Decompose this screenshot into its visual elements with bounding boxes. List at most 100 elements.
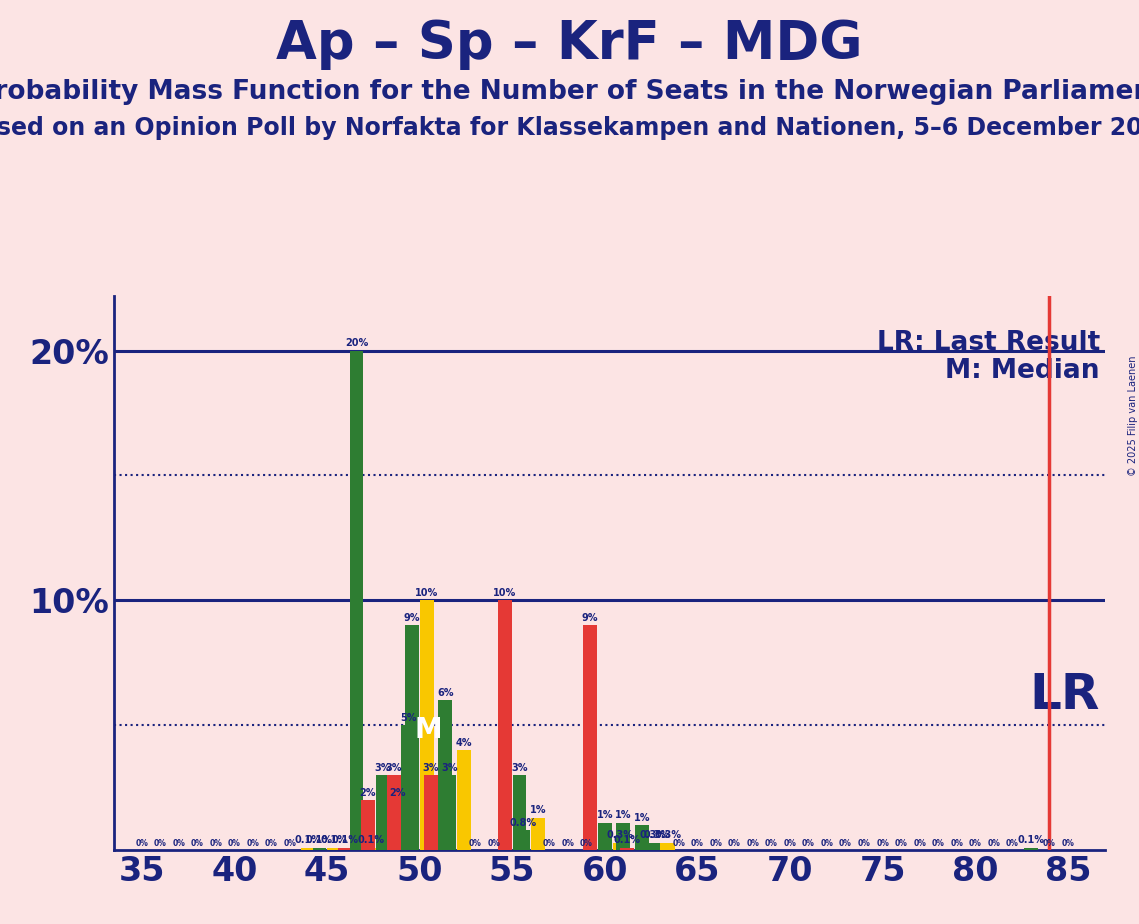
Text: 0%: 0% xyxy=(969,839,982,847)
Text: 2%: 2% xyxy=(390,787,405,797)
Text: 0.1%: 0.1% xyxy=(358,835,385,845)
Bar xyxy=(327,847,342,850)
Text: 0%: 0% xyxy=(562,839,574,847)
Text: 0%: 0% xyxy=(876,839,890,847)
Bar xyxy=(376,775,390,850)
Text: 0.1%: 0.1% xyxy=(1017,835,1044,845)
Text: 0%: 0% xyxy=(784,839,796,847)
Text: 4%: 4% xyxy=(456,737,473,748)
Text: 0%: 0% xyxy=(1006,839,1018,847)
Bar xyxy=(350,350,363,850)
Bar xyxy=(312,847,327,850)
Text: 10%: 10% xyxy=(416,588,439,598)
Text: 0%: 0% xyxy=(210,839,222,847)
Text: 0%: 0% xyxy=(580,839,592,847)
Text: 5%: 5% xyxy=(400,712,417,723)
Bar xyxy=(361,800,375,850)
Bar xyxy=(661,843,674,850)
Text: 0%: 0% xyxy=(839,839,852,847)
Text: 9%: 9% xyxy=(404,613,420,623)
Text: Ap – Sp – KrF – MDG: Ap – Sp – KrF – MDG xyxy=(277,18,862,70)
Bar xyxy=(649,843,664,850)
Text: 0%: 0% xyxy=(542,839,556,847)
Bar xyxy=(405,626,419,850)
Bar xyxy=(391,800,404,850)
Bar xyxy=(386,775,401,850)
Text: 0%: 0% xyxy=(932,839,944,847)
Bar xyxy=(401,725,416,850)
Text: 0%: 0% xyxy=(672,839,686,847)
Text: 0%: 0% xyxy=(265,839,278,847)
Bar xyxy=(420,601,434,850)
Text: 0%: 0% xyxy=(858,839,870,847)
Bar xyxy=(646,843,659,850)
Text: 0%: 0% xyxy=(988,839,1000,847)
Text: 1%: 1% xyxy=(633,812,650,822)
Text: 3%: 3% xyxy=(385,762,402,772)
Text: 0%: 0% xyxy=(172,839,186,847)
Bar xyxy=(338,847,352,850)
Text: 0%: 0% xyxy=(728,839,740,847)
Text: 0%: 0% xyxy=(950,839,964,847)
Bar xyxy=(424,775,437,850)
Text: 10%: 10% xyxy=(493,588,516,598)
Text: M: Median: M: Median xyxy=(945,358,1100,383)
Bar xyxy=(634,825,649,850)
Text: 0.1%: 0.1% xyxy=(614,835,640,845)
Bar xyxy=(598,822,612,850)
Text: 0.3%: 0.3% xyxy=(606,830,633,840)
Text: 0%: 0% xyxy=(191,839,204,847)
Text: 3%: 3% xyxy=(441,762,458,772)
Bar xyxy=(616,822,630,850)
Text: 20%: 20% xyxy=(345,338,368,348)
Text: 0%: 0% xyxy=(691,839,704,847)
Text: 3%: 3% xyxy=(423,762,439,772)
Text: 0%: 0% xyxy=(710,839,722,847)
Text: 1%: 1% xyxy=(530,805,547,815)
Text: 3%: 3% xyxy=(375,762,391,772)
Text: 0%: 0% xyxy=(487,839,500,847)
Text: 0.3%: 0.3% xyxy=(644,830,670,840)
Text: 0%: 0% xyxy=(154,839,166,847)
Text: Based on an Opinion Poll by Norfakta for Klassekampen and Nationen, 5–6 December: Based on an Opinion Poll by Norfakta for… xyxy=(0,116,1139,140)
Bar xyxy=(442,775,456,850)
Bar xyxy=(457,750,470,850)
Text: 0%: 0% xyxy=(802,839,814,847)
Bar xyxy=(583,626,597,850)
Text: 0.3%: 0.3% xyxy=(654,830,681,840)
Text: M: M xyxy=(415,716,443,744)
Bar xyxy=(620,847,634,850)
Text: 0%: 0% xyxy=(468,839,482,847)
Text: LR: LR xyxy=(1030,671,1100,719)
Bar xyxy=(513,775,526,850)
Bar xyxy=(531,818,544,850)
Text: 0%: 0% xyxy=(246,839,260,847)
Text: 0.1%: 0.1% xyxy=(295,835,322,845)
Text: 0%: 0% xyxy=(894,839,908,847)
Text: 0.8%: 0.8% xyxy=(509,818,536,828)
Bar xyxy=(613,843,626,850)
Text: 6%: 6% xyxy=(437,687,453,698)
Text: 1%: 1% xyxy=(615,810,631,821)
Text: © 2025 Filip van Laenen: © 2025 Filip van Laenen xyxy=(1129,356,1138,476)
Text: 0%: 0% xyxy=(820,839,834,847)
Bar xyxy=(439,700,452,850)
Text: Probability Mass Function for the Number of Seats in the Norwegian Parliament: Probability Mass Function for the Number… xyxy=(0,79,1139,104)
Text: 0%: 0% xyxy=(136,839,148,847)
Text: LR: Last Result: LR: Last Result xyxy=(877,330,1100,356)
Text: 0%: 0% xyxy=(746,839,760,847)
Text: 2%: 2% xyxy=(360,787,376,797)
Text: 9%: 9% xyxy=(582,613,598,623)
Bar xyxy=(516,830,530,850)
Text: 0.3%: 0.3% xyxy=(639,830,666,840)
Bar xyxy=(364,847,378,850)
Bar xyxy=(1024,847,1038,850)
Text: 3%: 3% xyxy=(511,762,527,772)
Text: 0%: 0% xyxy=(1043,839,1056,847)
Bar xyxy=(498,601,511,850)
Text: 0%: 0% xyxy=(228,839,240,847)
Text: 0.1%: 0.1% xyxy=(306,835,333,845)
Text: 0%: 0% xyxy=(913,839,926,847)
Text: 0%: 0% xyxy=(284,839,296,847)
Text: 0%: 0% xyxy=(1062,839,1074,847)
